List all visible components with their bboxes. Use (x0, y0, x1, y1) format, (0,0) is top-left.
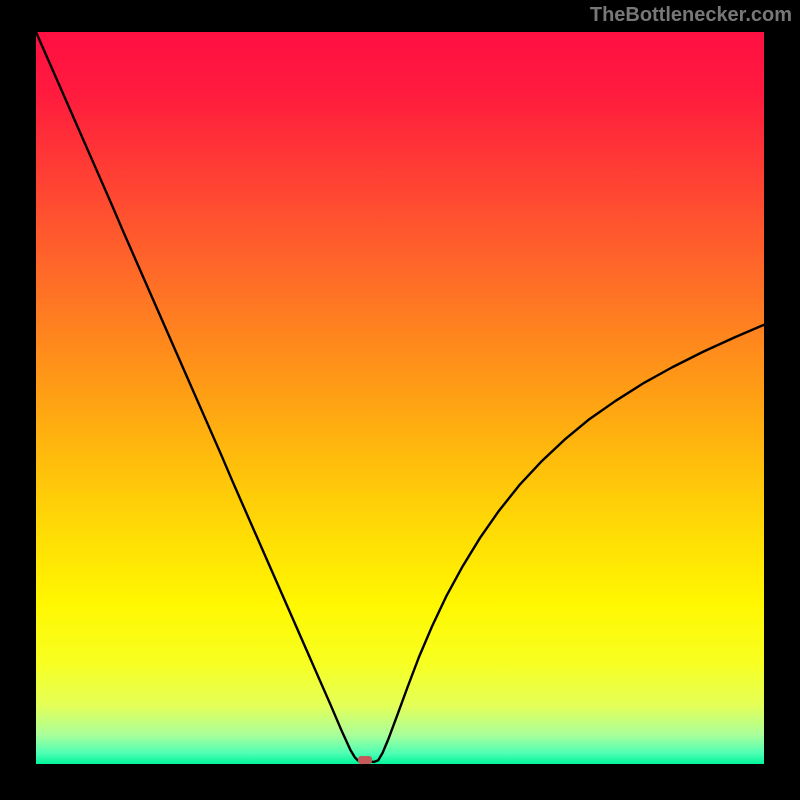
bottleneck-curve (36, 32, 764, 764)
plot-area (36, 32, 764, 764)
chart-container: TheBottlenecker.com (0, 0, 800, 800)
watermark-text: TheBottlenecker.com (590, 4, 792, 27)
optimal-point-marker (358, 756, 372, 764)
